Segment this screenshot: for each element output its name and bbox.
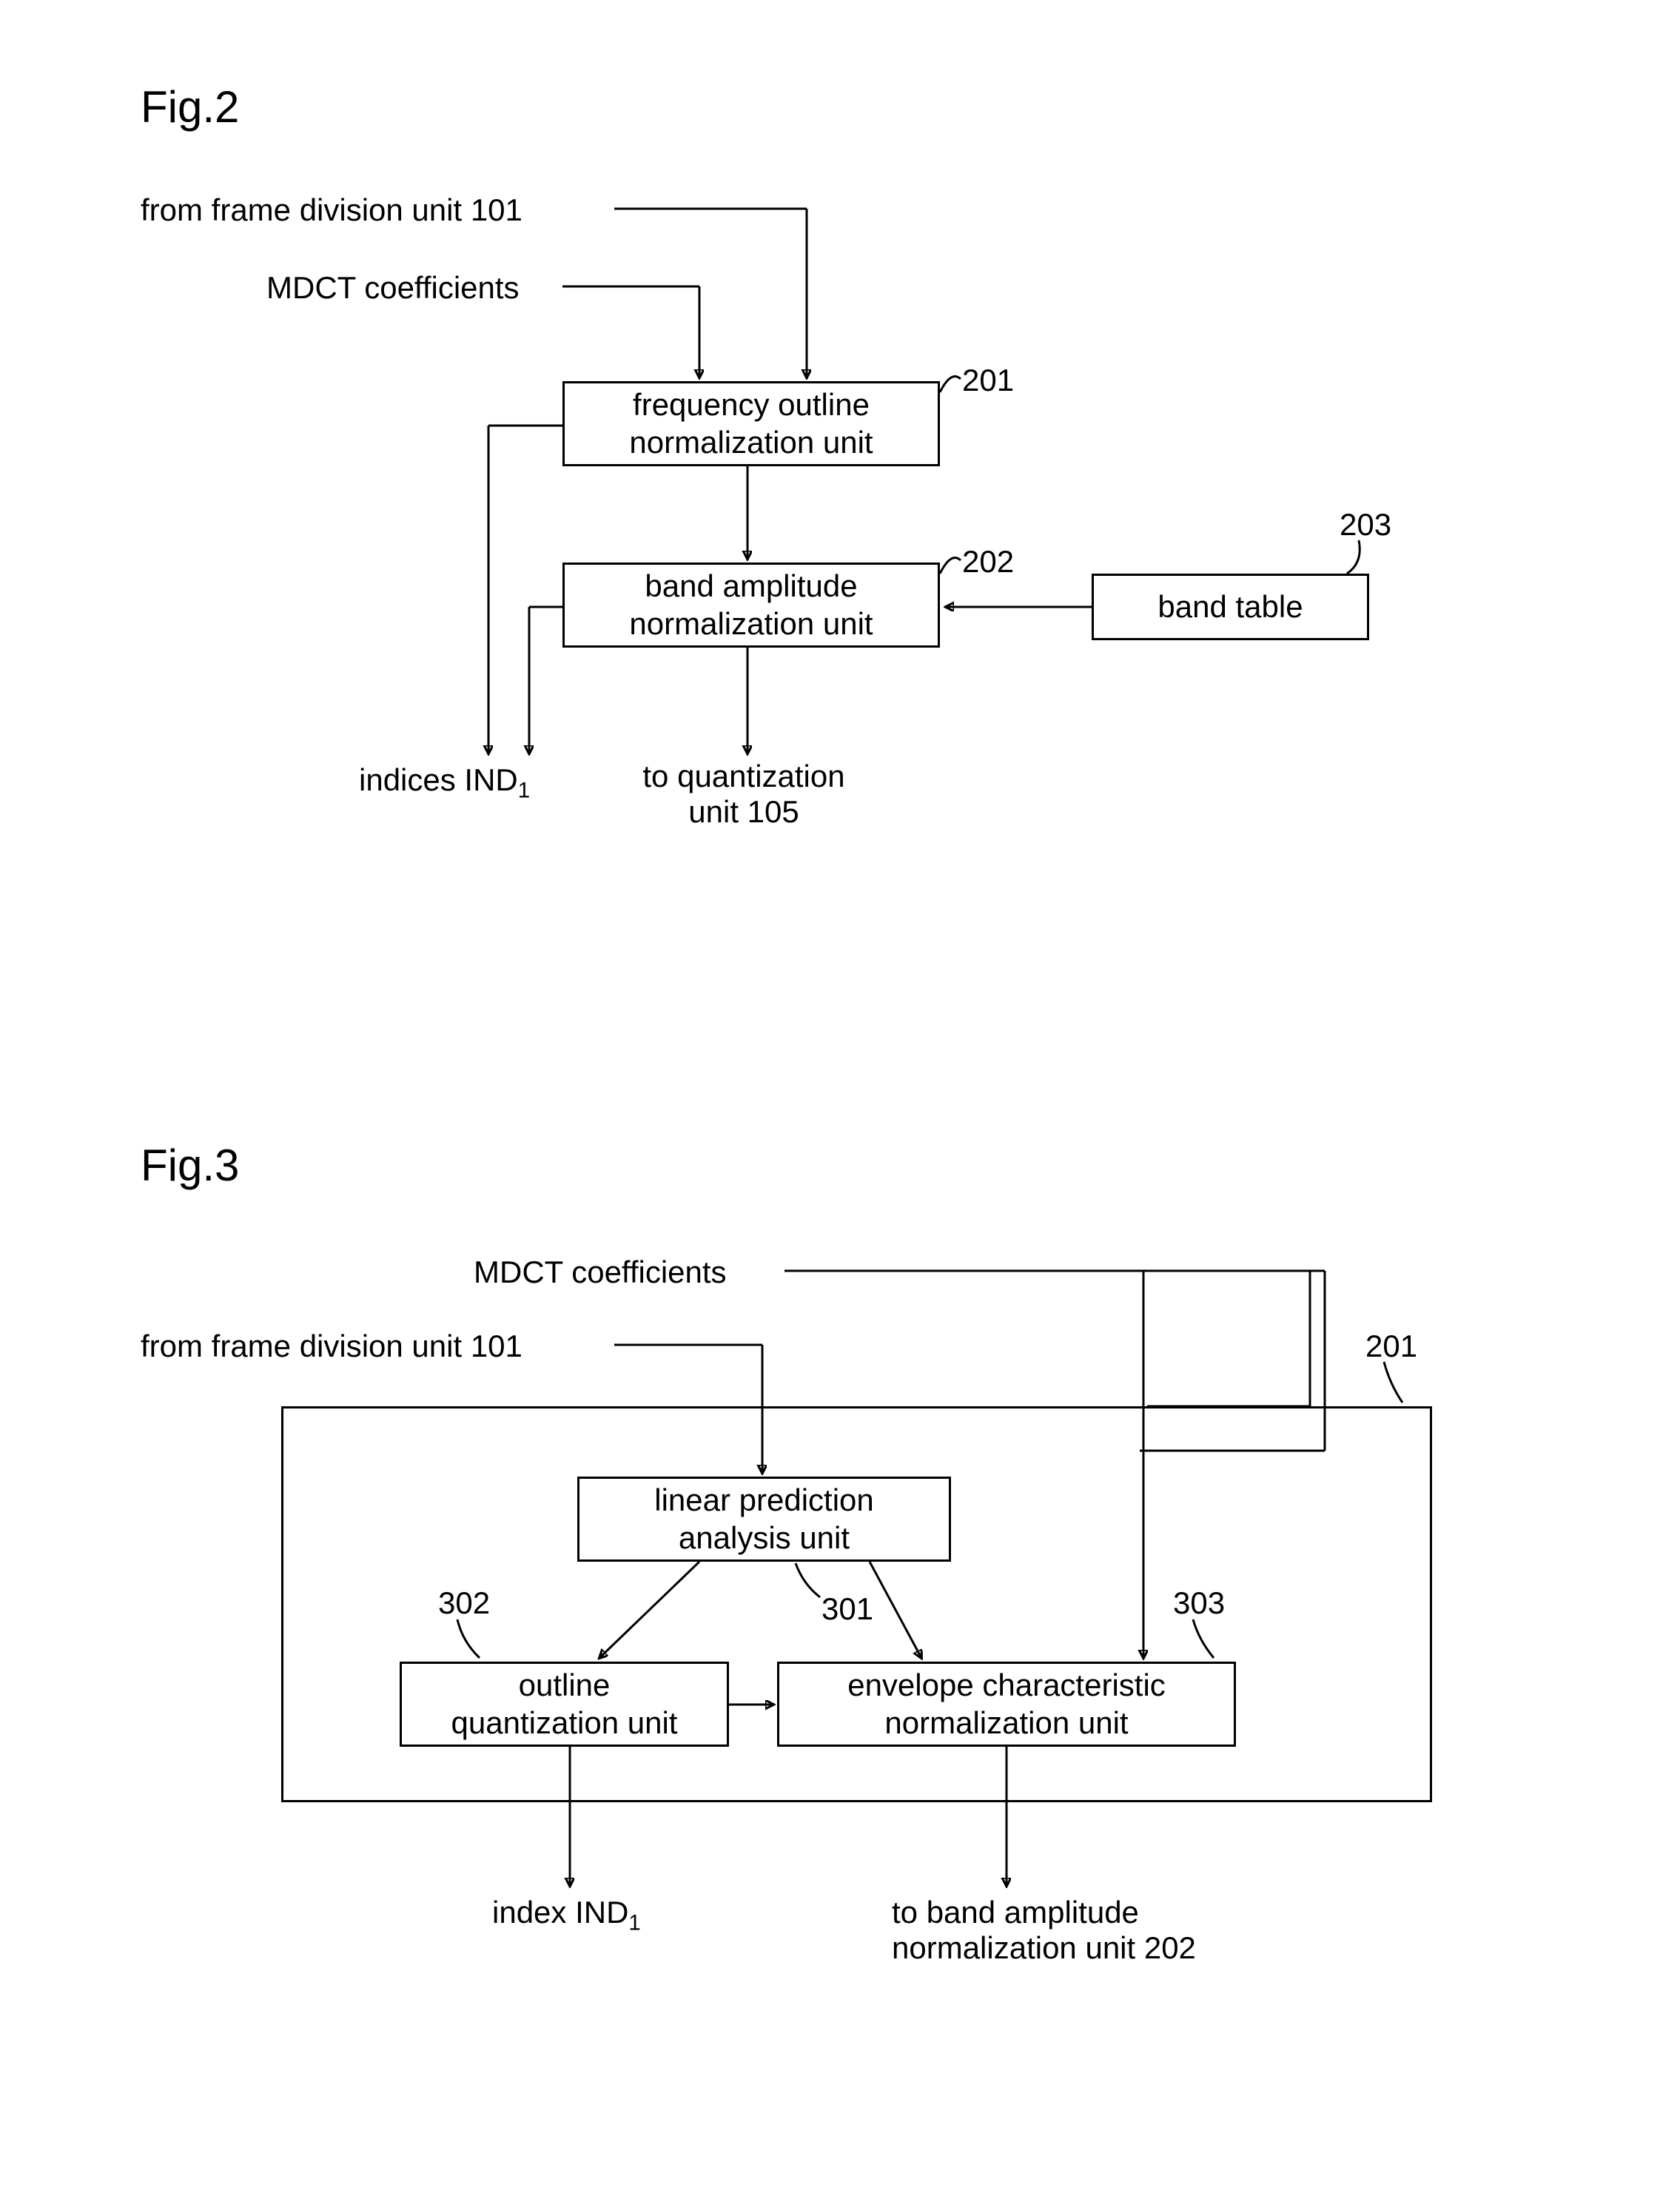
fig3-connectors-main	[0, 0, 1680, 2196]
fig2-connectors	[0, 0, 1680, 2196]
fig2-title: Fig.2	[141, 81, 239, 132]
fig3-from-frame-label: from frame division unit 101	[141, 1329, 523, 1364]
fig3-outline-quant-ref: 302	[438, 1585, 490, 1621]
fig3-outline-quant-box: outline quantization unit	[400, 1662, 729, 1747]
fig2-band-table-ref: 203	[1340, 507, 1391, 543]
fig2-freq-outline-ref: 201	[962, 363, 1014, 398]
fig2-from-frame-label: from frame division unit 101	[141, 192, 523, 228]
fig3-envelope-ref: 303	[1173, 1585, 1225, 1621]
fig3-linear-pred-ref: 301	[821, 1591, 873, 1627]
fig2-mdct-label: MDCT coefficients	[266, 270, 520, 306]
fig2-freq-outline-box: frequency outline normalization unit	[562, 381, 940, 466]
fig3-linear-pred-box: linear prediction analysis unit	[577, 1477, 951, 1562]
fig2-to-quant-label: to quantization unit 105	[636, 759, 851, 830]
fig3-mdct-label: MDCT coefficients	[474, 1255, 727, 1290]
fig2-band-amp-box: band amplitude normalization unit	[562, 563, 940, 648]
fig3-title: Fig.3	[141, 1140, 239, 1191]
fig2-indices-label: indices IND1	[359, 762, 530, 803]
fig2-band-table-box: band table	[1092, 574, 1369, 640]
fig2-band-amp-ref: 202	[962, 544, 1014, 580]
fig3-envelope-box: envelope characteristic normalization un…	[777, 1662, 1236, 1747]
fig3-to-band-label: to band amplitude normalization unit 202	[892, 1895, 1196, 1966]
fig3-index-label: index IND1	[492, 1895, 641, 1935]
fig3-container-ref: 201	[1365, 1329, 1417, 1364]
fig3-connectors	[0, 0, 1680, 2196]
fig3-conn-final	[0, 0, 1680, 2196]
